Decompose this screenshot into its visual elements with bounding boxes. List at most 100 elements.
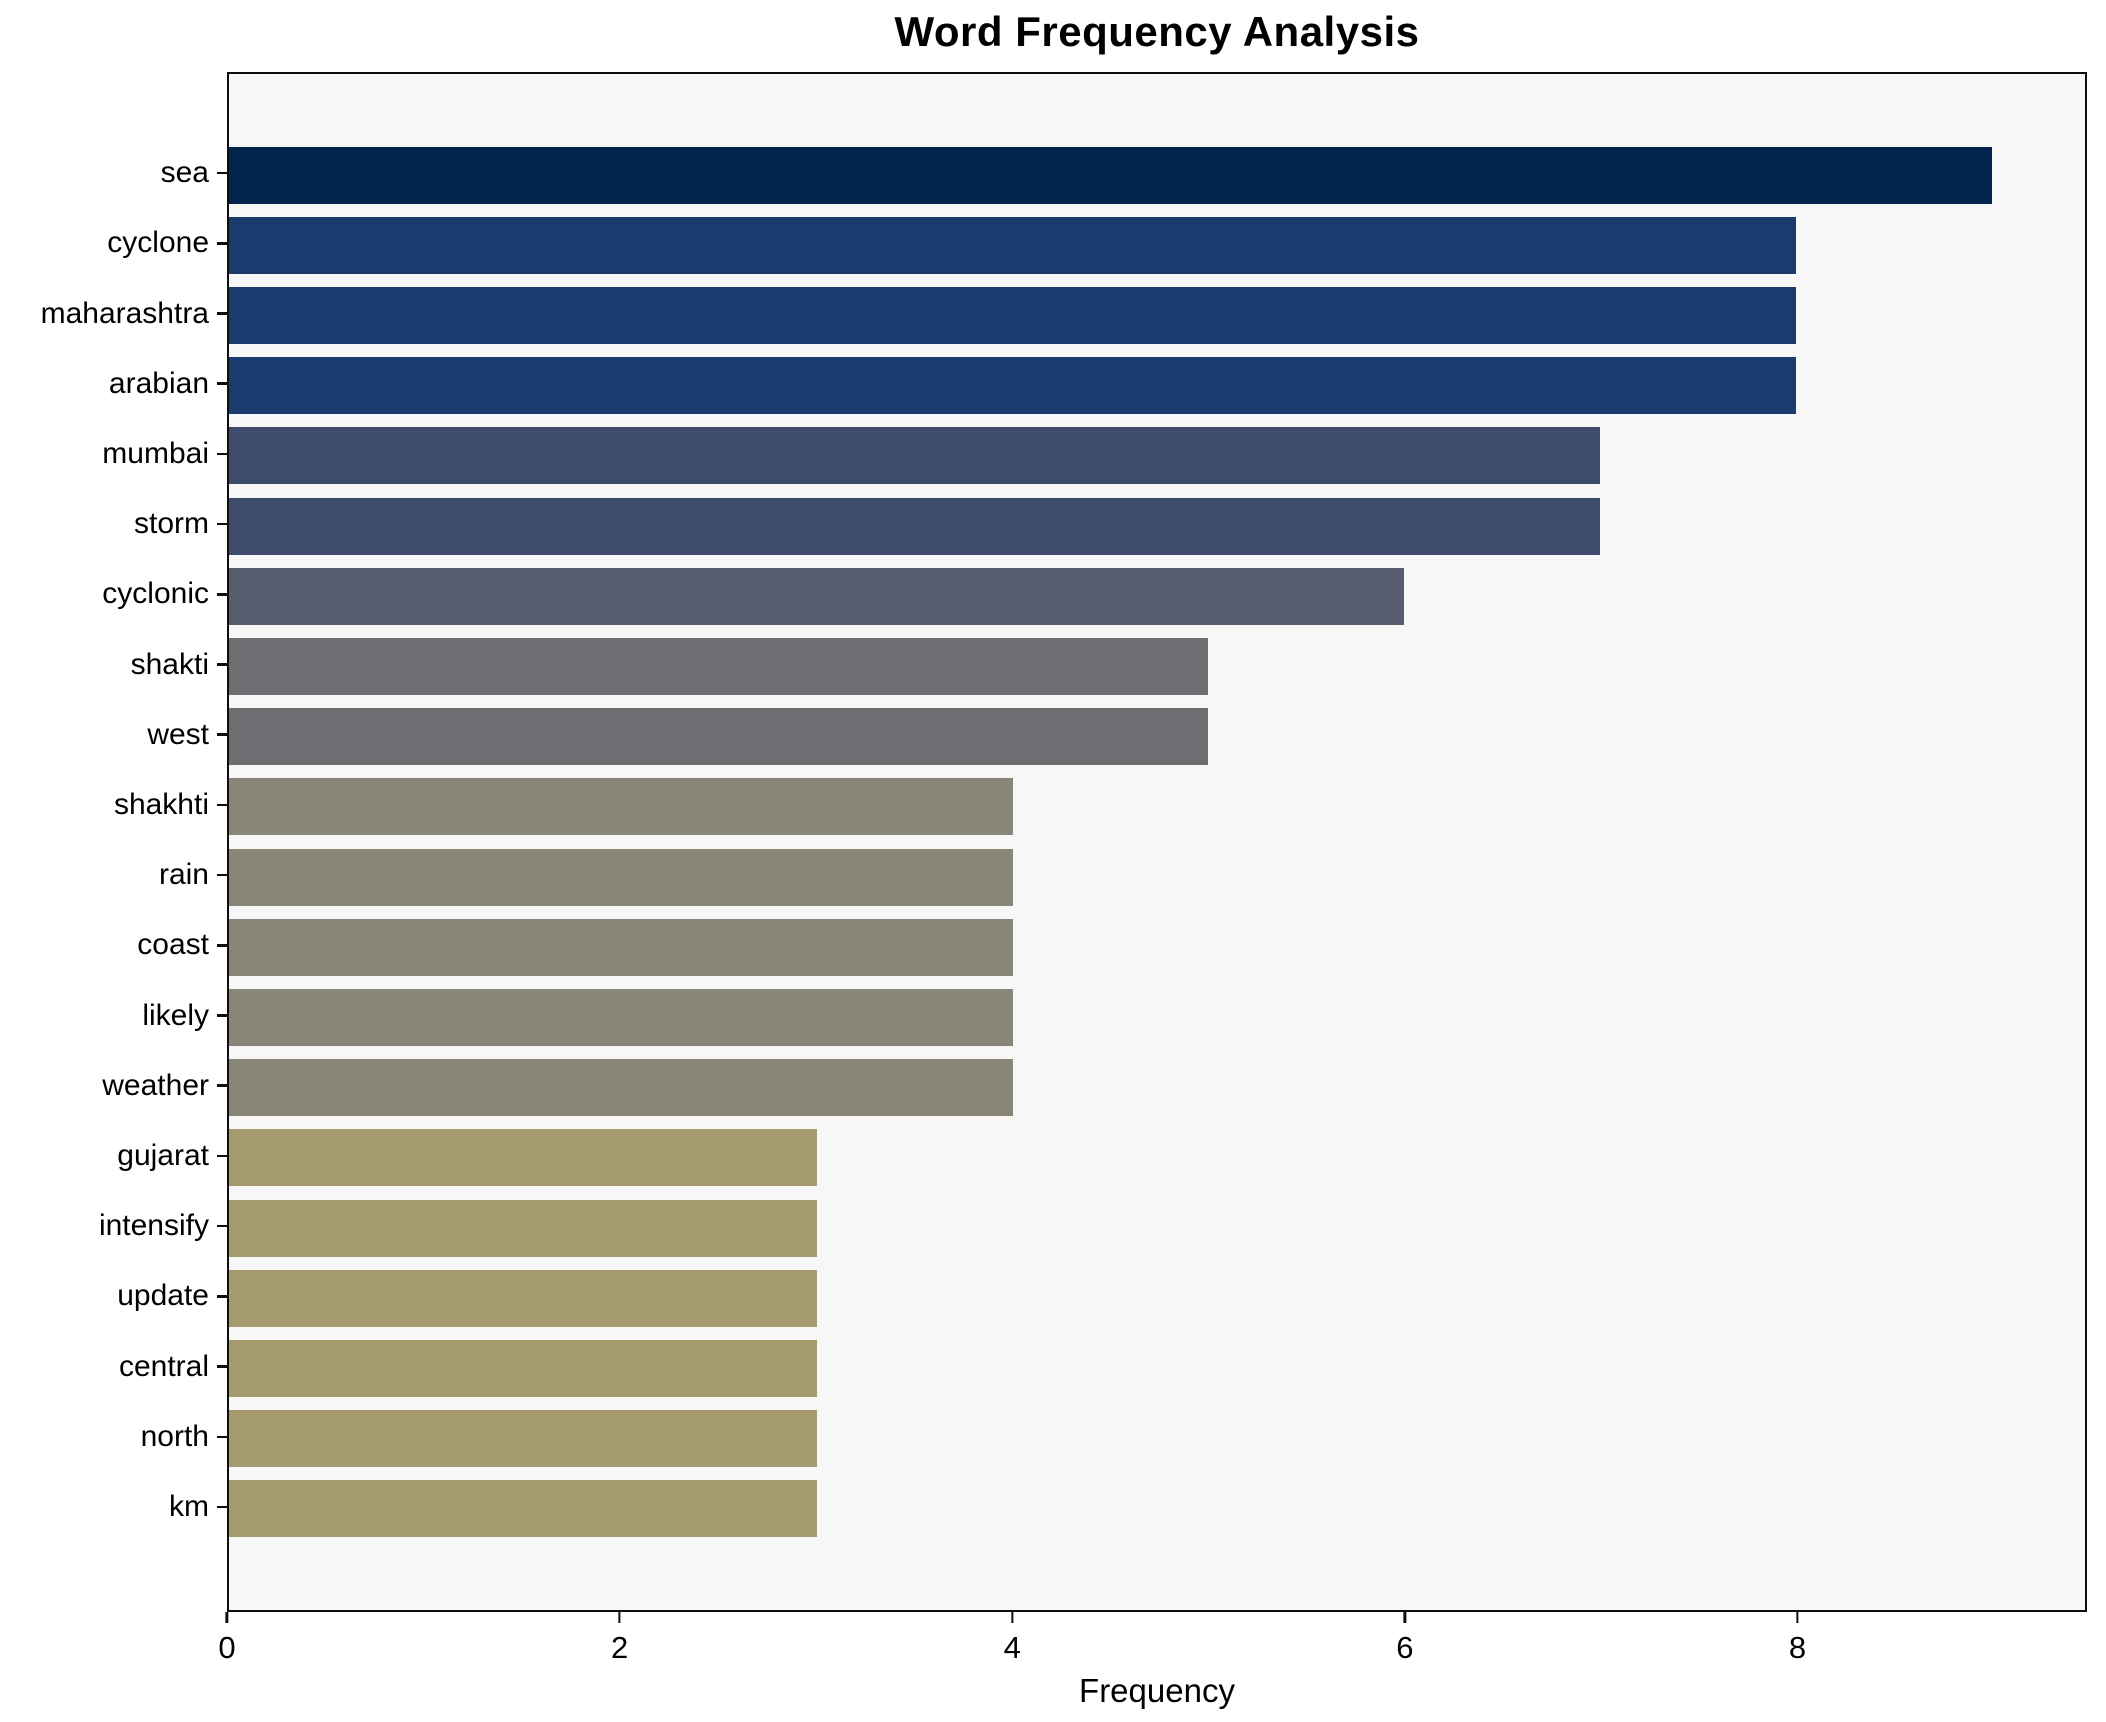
bar-row [229,140,2085,210]
y-label-row: cyclone [0,208,227,278]
y-tick-label: north [140,1419,209,1453]
x-tick: 4 [1004,1612,1021,1666]
bar [229,918,1013,976]
y-label-row: likely [0,980,227,1050]
y-label-row: north [0,1402,227,1472]
y-tick-mark [217,1365,227,1368]
y-tick-mark [217,1224,227,1228]
bar [229,1340,817,1398]
y-tick-label: cyclonic [102,577,209,611]
y-tick-mark [217,242,227,245]
bar-row [229,421,2085,491]
bar [229,1059,1013,1117]
bar-row [229,912,2085,982]
bar-row [229,702,2085,772]
bar-row [229,210,2085,280]
x-tick-label: 0 [218,1630,236,1665]
x-tick: 8 [1789,1612,1806,1666]
y-tick-mark [217,452,227,456]
y-tick-mark [217,312,227,315]
y-label-row: central [0,1331,227,1401]
y-tick-label: maharashtra [40,296,209,330]
plot-area [227,72,2087,1612]
y-tick-mark [217,382,227,385]
bar [229,567,1405,625]
bar-row [229,1263,2085,1333]
x-tick-mark [1010,1612,1014,1623]
y-label-row: shakhti [0,770,227,840]
bar [229,216,1797,274]
x-tick-mark [618,1612,621,1623]
bar [229,146,1992,204]
y-label-row: storm [0,489,227,559]
y-tick-label: gujarat [117,1138,209,1172]
x-axis: 0 2 4 6 8 [218,1612,2087,1722]
y-tick-mark [217,873,227,877]
y-tick-mark [217,593,227,596]
bar [229,287,1797,344]
y-label-row: sea [0,138,227,208]
y-tick-mark [217,1435,227,1438]
x-tick-label: 8 [1788,1630,1807,1665]
y-tick-mark [217,1084,227,1087]
y-label-row: intensify [0,1191,227,1261]
bar [229,708,1209,766]
y-tick-label: storm [134,507,209,541]
bar [229,1410,817,1468]
y-tick-mark [217,663,227,666]
y-tick-mark [217,522,227,526]
chart-title: Word Frequency Analysis [894,8,1420,55]
bar-row [229,491,2085,561]
y-label-row: maharashtra [0,278,227,348]
y-label-row: km [0,1472,227,1542]
bar [229,1480,817,1538]
bar [229,427,1601,485]
bar-row [229,1404,2085,1474]
bar-row [229,351,2085,421]
bar-row [229,1123,2085,1193]
y-tick-label: shakhti [113,787,209,821]
x-tick-label: 2 [610,1630,629,1665]
y-tick-label: weather [102,1068,209,1102]
y-label-row: arabian [0,349,227,419]
x-tick-mark [1796,1612,1799,1623]
y-axis: sea cyclone maharashtra arabian mumbai storm c… [0,138,227,1542]
y-tick-mark [217,1295,227,1298]
y-label-row: shakti [0,629,227,699]
y-tick-label: coast [137,928,209,962]
y-label-row: coast [0,910,227,980]
y-tick-label: intensify [98,1209,209,1243]
x-tick: 0 [218,1612,236,1666]
bar-row [229,1193,2085,1263]
y-tick-label: rain [158,858,209,892]
bar-row [229,772,2085,842]
x-axis-title: Frequency [1079,1672,1235,1709]
y-label-row: west [0,700,227,770]
y-label-row: cyclonic [0,559,227,629]
x-tick-label: 6 [1396,1630,1414,1665]
x-tick-label: 4 [1003,1630,1021,1665]
bar [229,778,1013,836]
bar [229,357,1797,415]
y-tick-label: cyclone [107,226,209,260]
bar [229,497,1601,555]
x-tick-mark [1403,1612,1407,1623]
y-label-row: mumbai [0,419,227,489]
y-label-row: gujarat [0,1121,227,1191]
bar [229,1129,817,1187]
x-tick-mark [225,1612,229,1623]
y-tick-mark [217,733,227,736]
y-tick-label: arabian [108,366,209,400]
y-label-row: update [0,1261,227,1331]
bar [229,989,1013,1047]
bar-row [229,280,2085,350]
bar-row [229,631,2085,701]
x-tick: 2 [611,1612,628,1666]
y-tick-label: update [117,1279,209,1313]
bar-row [229,1474,2085,1544]
bar-row [229,842,2085,912]
y-label-row: rain [0,840,227,910]
y-tick-label: west [147,717,209,751]
x-tick: 6 [1396,1612,1413,1666]
